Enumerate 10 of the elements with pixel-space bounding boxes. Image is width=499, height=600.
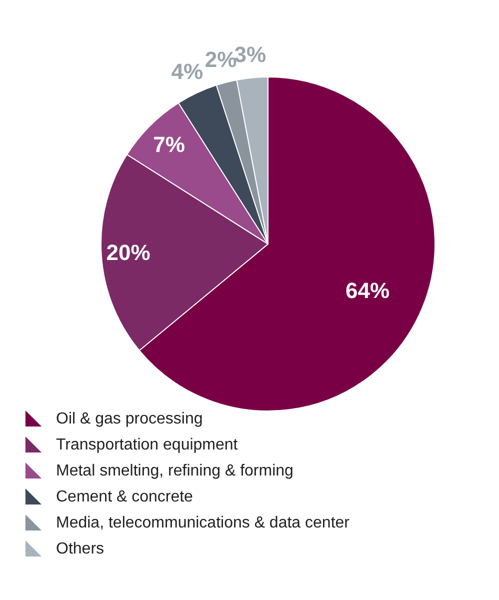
data-label: 4% [171,59,203,84]
legend-label: Others [56,540,104,558]
legend-label: Oil & gas processing [56,410,203,428]
legend-label: Transportation equipment [56,436,238,454]
legend-label: Metal smelting, refining & forming [56,462,294,480]
data-label: 7% [153,132,185,158]
data-label: 64% [346,278,390,303]
data-label: 20% [106,240,150,265]
legend-label: Media, telecommunications & data center [56,514,350,532]
legend-label: Cement & concrete [56,488,194,506]
